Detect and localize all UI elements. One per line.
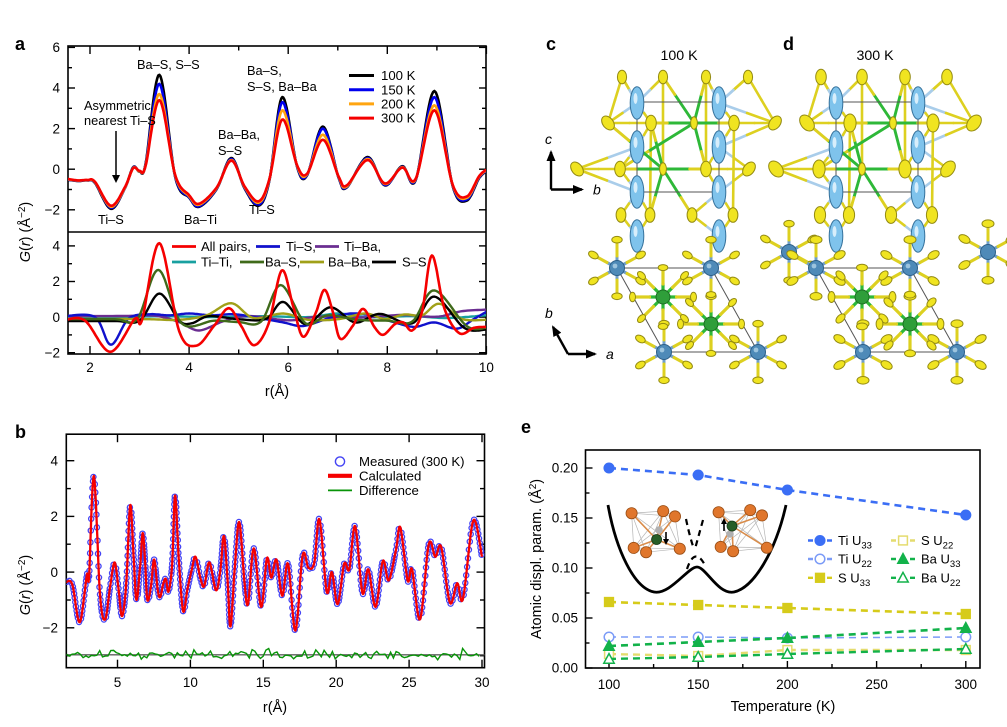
- svg-text:b: b: [15, 422, 26, 442]
- svg-text:300: 300: [955, 677, 978, 692]
- svg-text:Ti–S: Ti–S: [98, 212, 124, 227]
- svg-text:r(Å): r(Å): [263, 699, 287, 716]
- svg-text:Difference: Difference: [359, 483, 419, 498]
- svg-text:20: 20: [329, 675, 344, 690]
- svg-text:4: 4: [52, 239, 60, 254]
- svg-text:Ti–S,: Ti–S,: [286, 239, 316, 254]
- svg-text:c: c: [546, 34, 556, 54]
- svg-text:S–S, Ba–Ba: S–S, Ba–Ba: [247, 79, 318, 94]
- svg-text:Ti–Ba,: Ti–Ba,: [344, 239, 381, 254]
- svg-text:200 K: 200 K: [381, 97, 416, 112]
- svg-text:2: 2: [50, 509, 58, 524]
- svg-text:0: 0: [50, 565, 58, 580]
- svg-text:Ti–Ti,: Ti–Ti,: [201, 255, 233, 270]
- svg-text:100: 100: [598, 677, 621, 692]
- svg-text:Ba–Ti: Ba–Ti: [184, 212, 217, 227]
- svg-text:a: a: [15, 34, 26, 54]
- svg-text:Ba–S, S–S: Ba–S, S–S: [137, 57, 200, 72]
- svg-text:2: 2: [86, 360, 94, 375]
- svg-text:300 K: 300 K: [856, 48, 894, 64]
- svg-text:25: 25: [402, 675, 417, 690]
- svg-text:Ba–Ba,: Ba–Ba,: [218, 127, 260, 142]
- svg-text:c: c: [545, 131, 552, 147]
- svg-text:b: b: [545, 305, 553, 321]
- svg-text:Ti–S: Ti–S: [249, 202, 275, 217]
- svg-text:0.20: 0.20: [552, 461, 578, 476]
- svg-text:−2: −2: [45, 345, 60, 360]
- svg-text:6: 6: [284, 360, 292, 375]
- svg-text:Ba–S,: Ba–S,: [265, 255, 300, 270]
- svg-text:e: e: [521, 417, 531, 437]
- svg-text:0.10: 0.10: [552, 561, 578, 576]
- svg-text:2: 2: [52, 274, 60, 289]
- svg-text:Ba–S,: Ba–S,: [247, 63, 282, 78]
- svg-text:5: 5: [114, 675, 122, 690]
- svg-text:150 K: 150 K: [381, 82, 416, 97]
- svg-text:d: d: [783, 34, 794, 54]
- svg-text:6: 6: [52, 40, 60, 55]
- svg-text:4: 4: [50, 453, 58, 468]
- svg-text:Atomic displ. param. (Å2): Atomic displ. param. (Å2): [528, 479, 545, 639]
- svg-text:250: 250: [865, 677, 888, 692]
- svg-text:10: 10: [479, 360, 494, 375]
- svg-text:a: a: [606, 346, 614, 362]
- svg-text:15: 15: [256, 675, 271, 690]
- svg-text:0: 0: [52, 310, 60, 325]
- svg-text:All pairs,: All pairs,: [201, 239, 251, 254]
- svg-text:2: 2: [52, 121, 60, 136]
- svg-text:300 K: 300 K: [381, 111, 416, 126]
- svg-text:b: b: [593, 182, 601, 198]
- svg-text:Asymmetric: Asymmetric: [84, 98, 151, 113]
- svg-text:100 K: 100 K: [381, 68, 416, 83]
- svg-text:r(Å): r(Å): [265, 383, 289, 400]
- svg-text:0.00: 0.00: [552, 661, 578, 676]
- svg-text:8: 8: [384, 360, 392, 375]
- svg-text:−2: −2: [45, 203, 60, 218]
- svg-text:100 K: 100 K: [660, 48, 698, 64]
- svg-text:nearest Ti–S: nearest Ti–S: [84, 113, 156, 128]
- svg-text:0: 0: [52, 162, 60, 177]
- svg-text:10: 10: [183, 675, 198, 690]
- svg-text:4: 4: [185, 360, 193, 375]
- svg-text:Measured (300 K): Measured (300 K): [359, 454, 465, 469]
- svg-text:150: 150: [687, 677, 710, 692]
- svg-text:Ba–Ba,: Ba–Ba,: [328, 255, 371, 270]
- svg-text:30: 30: [474, 675, 489, 690]
- svg-text:200: 200: [776, 677, 799, 692]
- svg-text:S–S: S–S: [402, 255, 427, 270]
- svg-text:4: 4: [52, 81, 60, 96]
- svg-text:0.15: 0.15: [552, 511, 578, 526]
- svg-text:Temperature (K): Temperature (K): [731, 699, 836, 715]
- svg-text:0.05: 0.05: [552, 611, 578, 626]
- svg-text:−2: −2: [43, 621, 58, 636]
- svg-text:S–S: S–S: [218, 143, 242, 158]
- svg-text:Calculated: Calculated: [359, 469, 421, 484]
